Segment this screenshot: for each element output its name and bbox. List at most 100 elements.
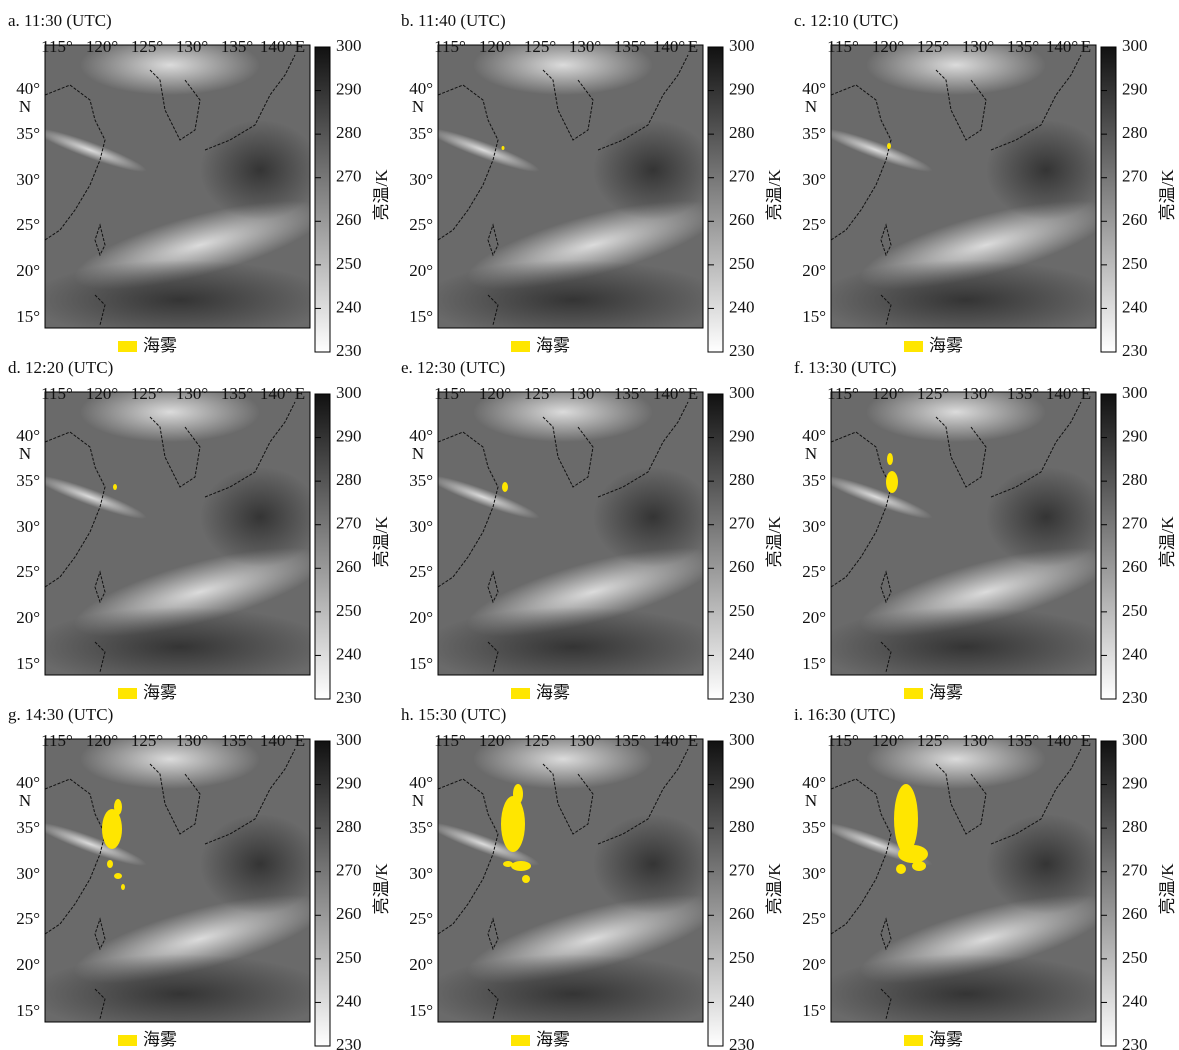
lon-tick-label: 125°: [917, 731, 949, 750]
lon-tick-label: 130°: [962, 37, 994, 56]
sea-fog: [501, 796, 525, 852]
page: {"panels": [ {"title": "a. 11:30 (UTC)"}…: [0, 0, 1179, 1050]
figure: a. 11:30 (UTC)115°120°125°130°135°140°E4…: [0, 0, 1179, 1050]
colorbar-tick-label: 230: [1122, 688, 1148, 707]
lon-unit: E: [1081, 384, 1091, 403]
lat-tick-label: 25°: [409, 215, 433, 234]
sea-fog: [107, 860, 113, 868]
lat-tick-label: 35°: [409, 471, 433, 490]
lat-tick-label: 15°: [16, 1001, 40, 1020]
colorbar-tick-label: 280: [336, 123, 362, 142]
colorbar-tick-label: 290: [729, 79, 755, 98]
lon-tick-label: 115°: [434, 384, 466, 403]
lat-tick-label: 35°: [409, 124, 433, 143]
lon-tick-label: 115°: [41, 731, 73, 750]
lon-tick-label: 130°: [569, 37, 601, 56]
lat-unit: N: [805, 97, 817, 116]
colorbar-tick-label: 290: [1122, 79, 1148, 98]
lon-tick-label: 135°: [221, 384, 253, 403]
lon-tick-label: 130°: [962, 731, 994, 750]
sea-fog: [114, 873, 122, 879]
lat-tick-label: 40°: [16, 79, 40, 98]
lon-tick-label: 140°: [1046, 37, 1078, 56]
colorbar-tick-label: 260: [1122, 557, 1148, 576]
panel-title: b. 11:40 (UTC): [401, 11, 506, 30]
colorbar-tick-label: 280: [1122, 817, 1148, 836]
colorbar-tick-label: 250: [336, 254, 362, 273]
colorbar-tick-label: 260: [336, 210, 362, 229]
lat-unit: N: [19, 97, 31, 116]
lon-tick-label: 135°: [1007, 731, 1039, 750]
lat-tick-label: 20°: [802, 955, 826, 974]
legend-label: 海雾: [143, 336, 177, 355]
lon-tick-label: 125°: [524, 731, 556, 750]
lat-tick-label: 40°: [409, 773, 433, 792]
colorbar: [708, 47, 723, 352]
lon-tick-label: 125°: [917, 37, 949, 56]
lon-tick-label: 130°: [962, 384, 994, 403]
sea-fog: [102, 809, 122, 849]
map-image: [30, 382, 333, 687]
lon-tick-label: 140°: [1046, 731, 1078, 750]
map-image: [423, 382, 726, 687]
map-image: [423, 729, 726, 1034]
legend-swatch: [511, 688, 530, 699]
legend-swatch: [904, 1035, 923, 1046]
colorbar-tick-label: 240: [336, 644, 362, 663]
colorbar-label: 亮温/K: [765, 863, 784, 915]
map-image: [816, 35, 1119, 340]
lon-tick-label: 115°: [434, 37, 466, 56]
lat-tick-label: 30°: [409, 517, 433, 536]
lon-tick-label: 130°: [176, 384, 208, 403]
colorbar-tick-label: 300: [1122, 730, 1148, 749]
colorbar-tick-label: 260: [729, 557, 755, 576]
sea-fog: [113, 484, 117, 490]
colorbar-tick-label: 300: [1122, 36, 1148, 55]
colorbar: [315, 47, 330, 352]
lat-tick-label: 25°: [16, 215, 40, 234]
colorbar-tick-label: 280: [336, 470, 362, 489]
colorbar-tick-label: 300: [336, 730, 362, 749]
colorbar-tick-label: 270: [336, 167, 362, 186]
legend-swatch: [904, 688, 923, 699]
lon-tick-label: 120°: [86, 384, 118, 403]
lat-tick-label: 30°: [16, 864, 40, 883]
lon-tick-label: 130°: [176, 37, 208, 56]
lon-tick-label: 135°: [221, 37, 253, 56]
lat-tick-label: 15°: [16, 654, 40, 673]
dark-region: [986, 120, 1106, 220]
lat-tick-label: 15°: [802, 307, 826, 326]
sea-fog: [121, 884, 125, 890]
colorbar-tick-label: 230: [336, 341, 362, 360]
lon-unit: E: [688, 731, 698, 750]
colorbar: [1101, 47, 1116, 352]
sea-fog: [894, 784, 918, 854]
colorbar-tick-label: 270: [336, 861, 362, 880]
lat-tick-label: 25°: [409, 909, 433, 928]
colorbar-tick-label: 280: [336, 817, 362, 836]
panel-title: f. 13:30 (UTC): [794, 358, 896, 377]
colorbar-tick-label: 270: [336, 514, 362, 533]
dark-region: [986, 814, 1106, 914]
colorbar-label: 亮温/K: [1158, 863, 1177, 915]
lat-tick-label: 20°: [802, 608, 826, 627]
panel: d. 12:20 (UTC)115°120°125°130°135°140°E4…: [8, 358, 391, 707]
colorbar-tick-label: 250: [729, 601, 755, 620]
lon-tick-label: 125°: [917, 384, 949, 403]
legend-swatch: [118, 341, 137, 352]
legend-label: 海雾: [929, 1030, 963, 1049]
lon-tick-label: 125°: [524, 384, 556, 403]
colorbar-tick-label: 290: [1122, 426, 1148, 445]
lon-tick-label: 125°: [131, 731, 163, 750]
colorbar-tick-label: 240: [729, 644, 755, 663]
panel: c. 12:10 (UTC)115°120°125°130°135°140°E4…: [794, 11, 1177, 360]
lon-tick-label: 135°: [221, 731, 253, 750]
colorbar-tick-label: 240: [336, 297, 362, 316]
panel-title: g. 14:30 (UTC): [8, 705, 113, 724]
lon-tick-label: 115°: [434, 731, 466, 750]
sea-fog: [887, 143, 891, 149]
map-image: [816, 382, 1119, 687]
lat-unit: N: [412, 444, 424, 463]
lat-tick-label: 15°: [802, 654, 826, 673]
lon-unit: E: [688, 384, 698, 403]
